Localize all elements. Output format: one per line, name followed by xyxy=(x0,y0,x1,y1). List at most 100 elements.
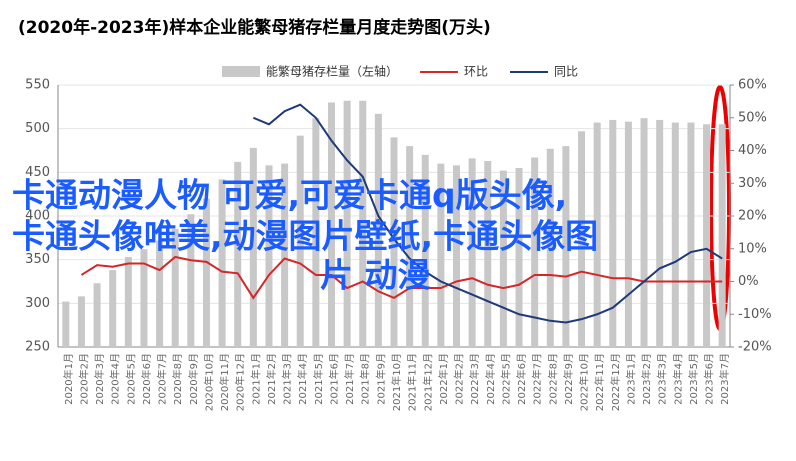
bar xyxy=(531,157,539,347)
bar xyxy=(468,158,476,347)
bar xyxy=(187,214,195,347)
x-tick-label: 2023年7月 xyxy=(718,353,731,405)
y-tick-label: 550 xyxy=(25,78,50,93)
bar xyxy=(109,270,117,347)
y-tick-label: 350 xyxy=(25,252,50,267)
bar xyxy=(62,301,70,347)
bar xyxy=(437,163,445,347)
x-tick-label: 2022年11月 xyxy=(593,353,606,411)
y2-tick-label: 10% xyxy=(738,241,767,256)
x-tick-label: 2023年5月 xyxy=(687,353,700,405)
x-tick-label: 2021年3月 xyxy=(281,353,294,405)
bar xyxy=(140,249,148,347)
bar xyxy=(703,124,711,347)
bar xyxy=(156,240,164,347)
x-tick-label: 2021年12月 xyxy=(421,353,434,411)
x-tick-label: 2022年5月 xyxy=(499,353,512,405)
legend-label: 环比 xyxy=(464,65,488,79)
bar xyxy=(546,148,554,347)
x-tick-label: 2023年3月 xyxy=(656,353,669,405)
y-tick-label: 400 xyxy=(25,209,50,224)
x-tick-label: 2023年1月 xyxy=(624,353,637,405)
bar xyxy=(656,119,664,347)
x-tick-label: 2023年4月 xyxy=(671,353,684,405)
bar xyxy=(421,154,429,347)
y2-tick-label: 50% xyxy=(738,110,767,125)
x-tick-label: 2020年7月 xyxy=(156,353,169,405)
y2-tick-label: -20% xyxy=(738,340,772,355)
bar xyxy=(218,179,226,347)
bar xyxy=(234,161,242,347)
y-tick-label: 500 xyxy=(25,121,50,136)
x-tick-label: 2022年7月 xyxy=(531,353,544,405)
x-tick-label: 2022年1月 xyxy=(437,353,450,405)
y-tick-label: 250 xyxy=(25,340,50,355)
x-tick-label: 2023年6月 xyxy=(703,353,716,405)
bar xyxy=(687,122,695,347)
x-tick-label: 2020年2月 xyxy=(77,353,90,405)
x-tick-label: 2021年9月 xyxy=(374,353,387,405)
x-tick-label: 2021年7月 xyxy=(343,353,356,405)
x-tick-label: 2022年6月 xyxy=(515,353,528,405)
x-tick-label: 2020年3月 xyxy=(93,353,106,405)
bar xyxy=(281,163,289,347)
line xyxy=(252,103,723,324)
bar xyxy=(578,131,586,347)
bar xyxy=(624,121,632,348)
x-tick-label: 2022年8月 xyxy=(546,353,559,405)
x-tick-label: 2021年6月 xyxy=(327,353,340,405)
chart-title: (2020年-2023年)样本企业能繁母猪存栏量月度走势图(万头) xyxy=(18,17,491,38)
x-tick-label: 2020年10月 xyxy=(202,353,215,411)
bar xyxy=(453,165,461,347)
overlay-text: 片 动漫 xyxy=(320,256,431,295)
y2-tick-label: 30% xyxy=(738,176,767,191)
bar xyxy=(327,102,335,347)
x-tick-label: 2021年11月 xyxy=(406,353,419,411)
bar xyxy=(671,122,679,347)
bar xyxy=(343,100,351,347)
x-tick-label: 2021年1月 xyxy=(249,353,262,405)
bar xyxy=(562,146,570,347)
bar xyxy=(93,283,101,347)
x-tick-label: 2021年2月 xyxy=(265,353,278,405)
bar xyxy=(515,167,523,347)
legend-label: 同比 xyxy=(554,65,578,79)
x-tick-label: 2020年5月 xyxy=(124,353,137,405)
legend-label: 能繁母猪存栏量（左轴） xyxy=(266,64,398,79)
y2-tick-label: 40% xyxy=(738,143,767,158)
legend-swatch xyxy=(222,66,260,77)
bar xyxy=(640,118,648,347)
line xyxy=(80,255,723,300)
bar xyxy=(296,135,304,347)
x-tick-label: 2020年4月 xyxy=(109,353,122,405)
bar xyxy=(484,160,492,347)
bar xyxy=(406,146,414,347)
x-tick-label: 2020年1月 xyxy=(62,353,75,405)
bar xyxy=(312,118,320,347)
x-tick-label: 2022年10月 xyxy=(578,353,591,411)
x-tick-label: 2022年12月 xyxy=(609,353,622,411)
bar xyxy=(359,100,367,347)
y2-tick-label: 60% xyxy=(738,78,767,93)
x-tick-label: 2022年4月 xyxy=(484,353,497,405)
x-tick-label: 2023年2月 xyxy=(640,353,653,405)
x-tick-label: 2022年2月 xyxy=(453,353,466,405)
overlay-text: 卡通头像唯美,动漫图片壁纸,卡通头像图 xyxy=(12,217,598,256)
bar xyxy=(593,122,601,347)
x-tick-label: 2021年10月 xyxy=(390,353,403,411)
y2-tick-label: -10% xyxy=(738,307,772,322)
bar xyxy=(249,147,257,347)
y-tick-label: 300 xyxy=(25,296,50,311)
x-tick-label: 2022年9月 xyxy=(562,353,575,405)
y-tick-label: 450 xyxy=(25,165,50,180)
x-tick-label: 2020年12月 xyxy=(234,353,247,411)
bar xyxy=(718,124,726,347)
bar xyxy=(171,229,179,347)
x-tick-label: 2020年11月 xyxy=(218,353,231,411)
bar xyxy=(202,198,210,347)
x-tick-label: 2021年5月 xyxy=(312,353,325,405)
overlay-text: 卡通动漫人物 可爱,可爱卡通q版头像, xyxy=(12,176,567,215)
bar xyxy=(77,296,85,347)
bar xyxy=(499,170,507,347)
